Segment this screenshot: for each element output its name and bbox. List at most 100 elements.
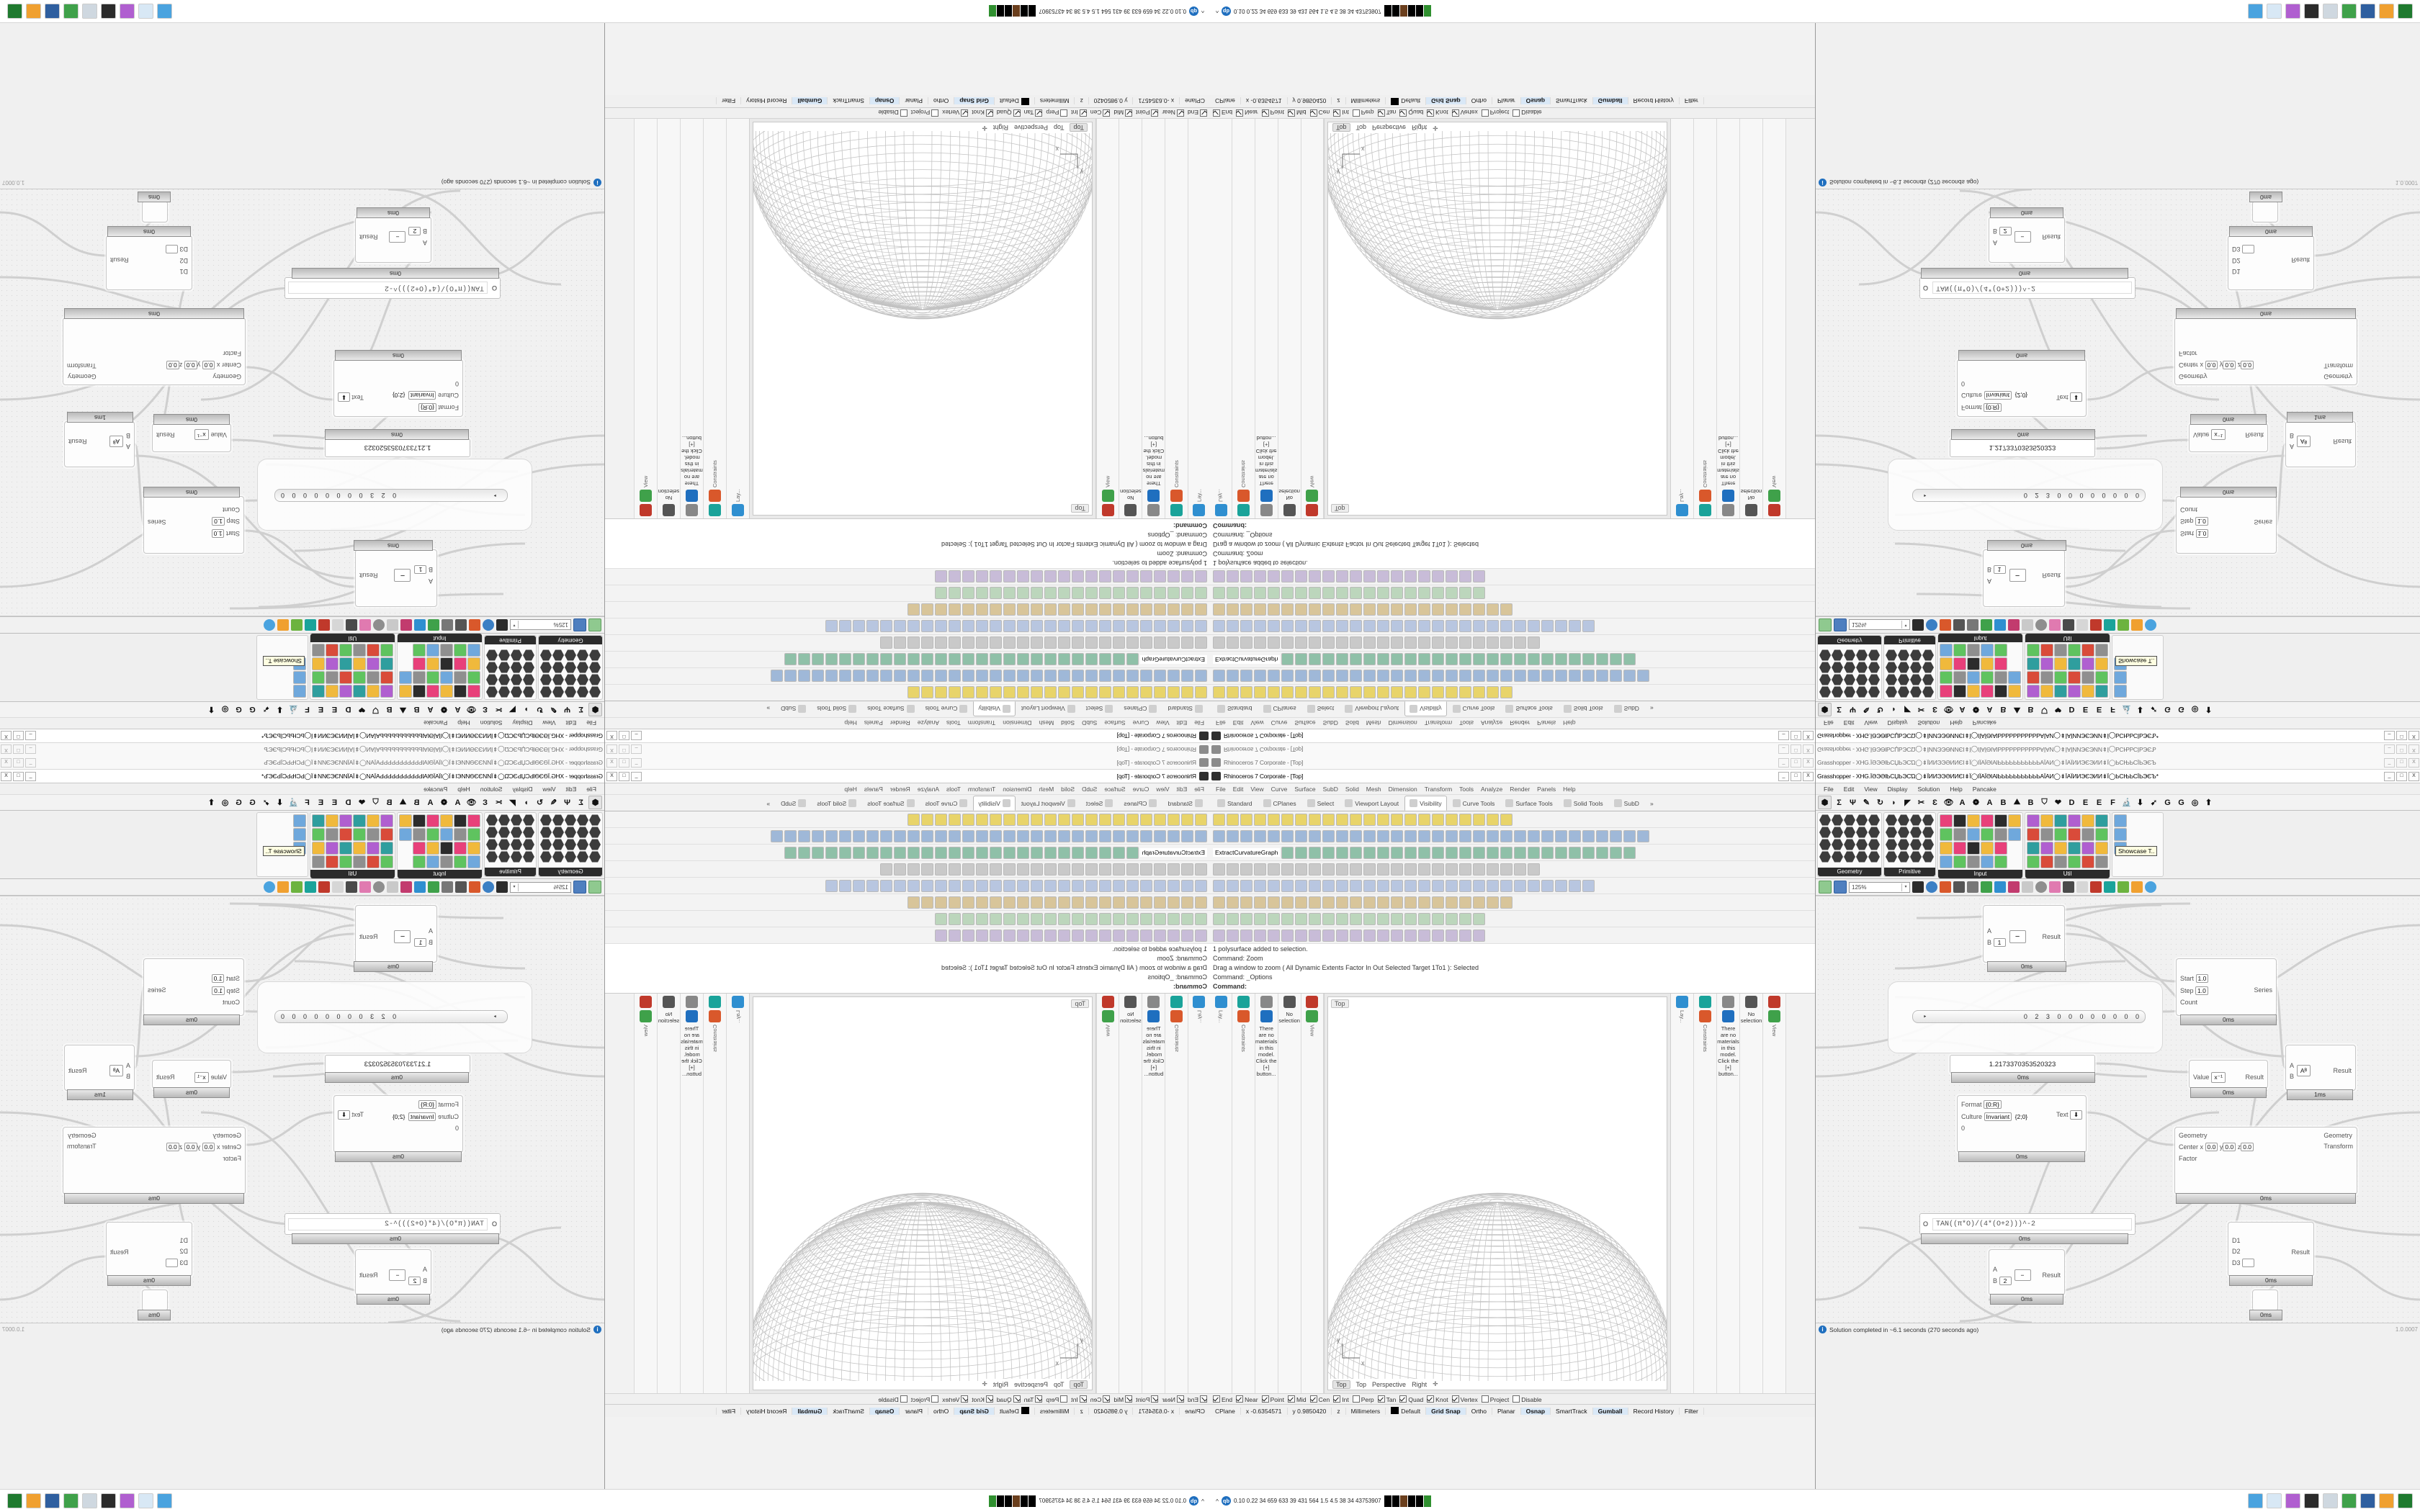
port-Count[interactable]: Count (222, 506, 240, 513)
status-toggle-ortho[interactable]: Ortho (1466, 1407, 1493, 1415)
gh-ribbon-tab-24[interactable]: ➹ (2150, 705, 2158, 714)
port-A[interactable]: A (1993, 239, 1998, 247)
gh-component-icon[interactable] (353, 644, 366, 657)
toolbar-icon[interactable] (797, 653, 810, 666)
toolbar-icon[interactable] (1195, 570, 1207, 583)
status-toggle-planar[interactable]: Planar (899, 1407, 928, 1415)
expr-text[interactable]: TAN((π*O)/(4*(O+2)))^-2 (1932, 282, 2132, 294)
gh-ribbon-tab-3[interactable]: ✎ (550, 705, 557, 714)
viewport-tab-2[interactable]: Perspective (1372, 1380, 1407, 1388)
toolbar-icon[interactable] (1003, 912, 1016, 925)
toolbar-icon[interactable] (1099, 929, 1111, 942)
gh-component-icon[interactable] (523, 827, 534, 838)
gh-component-icon[interactable] (498, 662, 510, 673)
panel-icon[interactable] (732, 504, 744, 516)
toolbar-icon[interactable] (1446, 620, 1458, 633)
rhino-menu-mesh[interactable]: Mesh (1366, 719, 1381, 727)
toolbar-icon[interactable] (1350, 896, 1362, 909)
toolbar-icon[interactable] (1418, 686, 1430, 699)
gh-menu-display[interactable]: Display (1887, 785, 1908, 793)
gh-ribbon-tab-0[interactable]: ⬢ (1818, 703, 1832, 716)
rhino-menu-curve[interactable]: Curve (1270, 785, 1288, 793)
gh-component-icon[interactable] (399, 671, 412, 684)
osnap-perp[interactable]: Perp (1352, 109, 1374, 117)
rhino-side-panel-3[interactable]: No selection (1119, 994, 1142, 1393)
gh-titlebar[interactable]: Grasshopper - XHG.ЇӘЭӘӏЬСЏЬЭСΏ◯⇟ЇИИЭЭӘИИ… (1816, 729, 2420, 742)
toolbar-icon[interactable] (1071, 846, 1084, 859)
gh-close-button[interactable]: X (1, 731, 12, 741)
toolbar-icon[interactable] (1336, 896, 1348, 909)
toolbar-icon[interactable] (1213, 912, 1225, 925)
toolbar-icon[interactable] (1126, 929, 1139, 942)
toolbar-icon[interactable] (1377, 636, 1389, 649)
toolbar-icon[interactable] (1058, 570, 1070, 583)
start-value[interactable]: 1.0 (2195, 529, 2209, 538)
toolbar-icon[interactable] (949, 686, 961, 699)
toolbar-icon[interactable] (1031, 813, 1043, 826)
gh-component-icon[interactable] (2008, 671, 2021, 684)
toolbar-icon[interactable] (1044, 829, 1057, 842)
toolbar-icon[interactable] (975, 653, 988, 666)
toolbar-icon[interactable] (1541, 879, 1554, 892)
maximize-button-ghost[interactable]: □ (619, 744, 629, 755)
panel-icon[interactable] (1306, 996, 1319, 1008)
viewport-tab-3[interactable]: Right (992, 1380, 1008, 1388)
gh-component-icon[interactable] (293, 828, 306, 841)
toolbar-icon[interactable] (1085, 896, 1098, 909)
panel-icon[interactable] (1237, 1010, 1250, 1022)
toolbar-icon[interactable] (1058, 912, 1070, 925)
gh-component-icon[interactable] (1856, 674, 1868, 685)
toolbar-icon[interactable] (1113, 896, 1125, 909)
toolbar-icon[interactable] (825, 670, 838, 683)
toolbar-icon[interactable] (1113, 570, 1125, 583)
port-Result[interactable]: Result (110, 1248, 129, 1256)
gh-component-icon[interactable] (565, 649, 576, 661)
gh-ribbon-tab-2[interactable]: Ψ (1850, 798, 1856, 807)
osnap-checkbox[interactable] (1060, 1395, 1068, 1403)
gh-menu-view[interactable]: View (542, 785, 556, 793)
toolbar-icon[interactable] (1432, 653, 1445, 666)
toolbar-icon[interactable] (880, 670, 892, 683)
toolbar-icon[interactable] (1281, 846, 1294, 859)
gh-component-icon[interactable] (454, 644, 467, 657)
toolbar-icon[interactable] (1514, 879, 1526, 892)
view3-icon[interactable] (2131, 619, 2143, 631)
gh-component-icon[interactable] (1844, 851, 1855, 863)
gh-node-series[interactable]: Start 1.0 Step 1.0 Count Series (2176, 958, 2277, 1016)
toolbar-icon[interactable] (798, 670, 810, 683)
gh-node-power[interactable]: A B Aᴮ Result (2285, 1045, 2356, 1091)
toolbar-icon[interactable] (1044, 636, 1057, 649)
rhino-side-panel-3[interactable]: No selection (657, 119, 680, 518)
osnap-checkbox[interactable] (1079, 109, 1087, 117)
gh-component-icon[interactable] (498, 649, 510, 661)
port-Result[interactable]: Result (2042, 572, 2061, 579)
toolbar-icon[interactable] (1268, 879, 1280, 892)
toolbar-icon[interactable] (1003, 929, 1016, 942)
gh-minimize-ghost[interactable]: _ (25, 744, 36, 755)
toolbar-icon[interactable] (1227, 929, 1239, 942)
toolbar-icon[interactable] (1058, 863, 1070, 876)
port-D2[interactable]: D2 (2232, 1248, 2241, 1255)
rhino-tab-overflow[interactable]: » (766, 705, 771, 713)
toolbar-icon[interactable] (1295, 620, 1307, 633)
osnap-checkbox[interactable] (1333, 1395, 1341, 1403)
gh-component-icon[interactable] (1953, 855, 1966, 868)
gh-component-icon[interactable] (2027, 657, 2040, 670)
toolbar-icon[interactable] (1003, 686, 1016, 699)
toolbar-icon[interactable] (1336, 686, 1348, 699)
taskbar-app-2[interactable] (2285, 4, 2300, 19)
osnap-checkbox[interactable] (1399, 1395, 1407, 1403)
gh-component-icon[interactable] (1940, 842, 1953, 855)
toolbar-icon[interactable] (1085, 879, 1098, 892)
port-B[interactable]: B (2290, 432, 2295, 440)
rhino-side-panel-0[interactable]: Lay... (1187, 119, 1210, 518)
osnap-mid[interactable]: Mid (1287, 109, 1307, 117)
maximize-button-ghost[interactable]: □ (619, 757, 629, 768)
rhino-side-panel-0[interactable]: Lay... (726, 994, 749, 1393)
render-preview-icon[interactable] (2090, 881, 2102, 893)
gh-component-icon[interactable] (440, 657, 453, 670)
gh-menu-display[interactable]: Display (512, 719, 533, 727)
taskbar-app-4[interactable] (2323, 1493, 2338, 1508)
toolbar-icon[interactable] (1281, 896, 1294, 909)
toolbar-icon[interactable] (989, 846, 1002, 859)
